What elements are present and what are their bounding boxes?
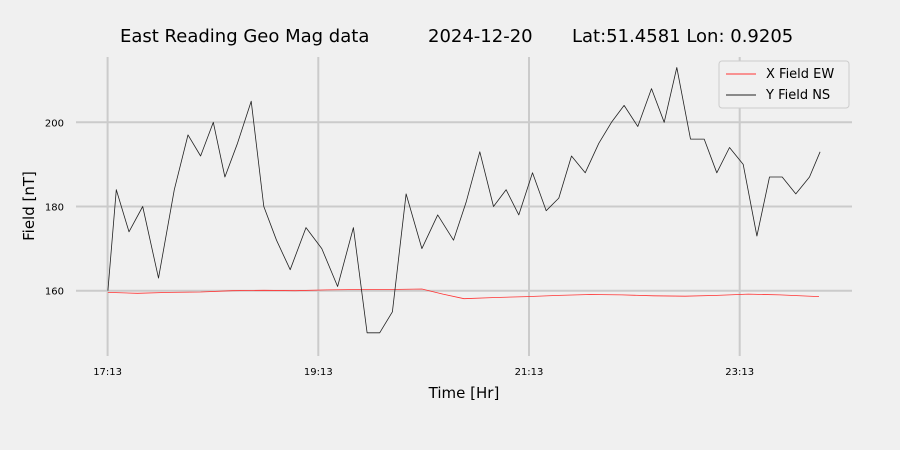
series-lines <box>107 67 821 334</box>
legend-box <box>718 60 850 109</box>
y-axis-label: Field [nT] <box>20 171 38 241</box>
y-tick-label: 160 <box>45 287 64 298</box>
chart-title-name: East Reading Geo Mag data <box>120 26 369 47</box>
x-tick-label: 19:13 <box>304 367 333 378</box>
grid <box>76 57 852 356</box>
x-tick-label: 21:13 <box>515 367 544 378</box>
chart-title-location: Lat:51.4581 Lon: 0.9205 <box>572 26 793 47</box>
y-tick-label: 180 <box>45 203 64 214</box>
legend-entry-y-field: Y Field NS <box>765 88 830 103</box>
series-line-x-field <box>107 288 820 300</box>
x-axis-label: Time [Hr] <box>428 384 500 402</box>
chart-title-date: 2024-12-20 <box>428 26 533 47</box>
legend-entry-x-field: X Field EW <box>766 67 834 82</box>
tick-labels: 17:13 19:13 21:13 23:13 160 180 200 <box>45 118 754 378</box>
y-tick-label: 200 <box>45 118 64 129</box>
series-line-y-field <box>107 67 821 334</box>
x-tick-label: 17:13 <box>93 367 122 378</box>
legend: X Field EW Y Field NS <box>718 60 850 109</box>
x-tick-label: 23:13 <box>725 367 754 378</box>
